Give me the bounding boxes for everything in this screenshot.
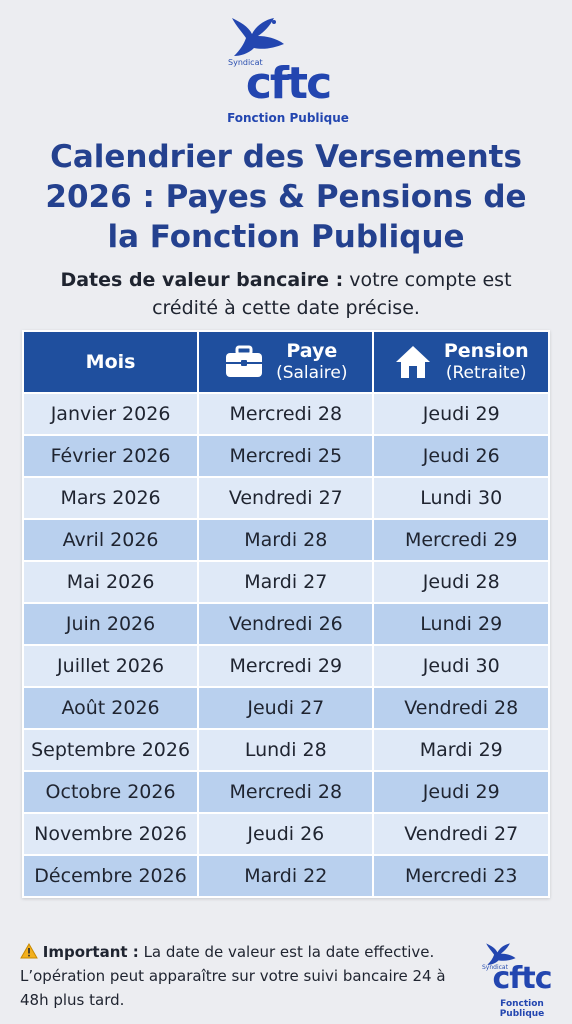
cell-mois: Avril 2026 <box>24 520 198 560</box>
cell-pension: Jeudi 29 <box>374 394 548 434</box>
table-row: Mars 2026 Vendredi 27 Lundi 30 <box>24 478 548 518</box>
table-row: Décembre 2026 Mardi 22 Mercredi 23 <box>24 856 548 896</box>
cell-paye: Mercredi 28 <box>199 772 373 812</box>
payment-calendar-table: Mois Paye (Salaire) <box>22 330 550 898</box>
table-row: Octobre 2026 Mercredi 28 Jeudi 29 <box>24 772 548 812</box>
cell-mois: Janvier 2026 <box>24 394 198 434</box>
header-mois-label: Mois <box>85 351 136 373</box>
logo-wordmark: cftc <box>492 961 553 996</box>
table-row: Mai 2026 Mardi 27 Jeudi 28 <box>24 562 548 602</box>
logo-subtitle: Fonction Publique <box>499 999 545 1019</box>
cell-mois: Mai 2026 <box>24 562 198 602</box>
header-pension-label: Pension <box>443 340 529 362</box>
cell-paye: Mardi 27 <box>199 562 373 602</box>
table-row: Février 2026 Mercredi 25 Jeudi 26 <box>24 436 548 476</box>
table-row: Janvier 2026 Mercredi 28 Jeudi 29 <box>24 394 548 434</box>
logo-subtitle: Fonction Publique <box>227 111 349 125</box>
cell-mois: Août 2026 <box>24 688 198 728</box>
table-row: Juin 2026 Vendredi 26 Lundi 29 <box>24 604 548 644</box>
table-row: Septembre 2026 Lundi 28 Mardi 29 <box>24 730 548 770</box>
cell-pension: Vendredi 28 <box>374 688 548 728</box>
note-bold: Important : <box>42 943 139 961</box>
table-row: Novembre 2026 Jeudi 26 Vendredi 27 <box>24 814 548 854</box>
important-note: Important : La date de valeur est la dat… <box>20 940 475 1012</box>
cell-pension: Mercredi 23 <box>374 856 548 896</box>
cftc-logo: Syndicat cftc Fonction Publique <box>226 10 350 128</box>
cell-pension: Mercredi 29 <box>374 520 548 560</box>
subtitle-text: votre compte est crédité à cette date pr… <box>152 269 512 319</box>
table-row: Juillet 2026 Mercredi 29 Jeudi 30 <box>24 646 548 686</box>
note-text: La date de valeur est la date effective.… <box>20 943 446 1009</box>
cell-pension: Jeudi 26 <box>374 436 548 476</box>
cell-mois: Février 2026 <box>24 436 198 476</box>
cell-paye: Vendredi 26 <box>199 604 373 644</box>
header-pension-sub: (Retraite) <box>445 363 527 383</box>
cell-pension: Vendredi 27 <box>374 814 548 854</box>
header-paye-label: Paye <box>286 340 338 362</box>
cell-paye: Mercredi 25 <box>199 436 373 476</box>
header-mois: Mois <box>24 332 198 392</box>
cell-pension: Jeudi 29 <box>374 772 548 812</box>
briefcase-icon <box>226 345 263 377</box>
page-title: Calendrier des Versements 2026 : Payes &… <box>45 139 527 255</box>
cell-mois: Juillet 2026 <box>24 646 198 686</box>
subtitle-bold: Dates de valeur bancaire : <box>60 269 344 291</box>
cell-mois: Décembre 2026 <box>24 856 198 896</box>
cell-paye: Jeudi 26 <box>199 814 373 854</box>
cell-paye: Mercredi 28 <box>199 394 373 434</box>
header-paye-sub: (Salaire) <box>276 363 348 383</box>
cell-paye: Lundi 28 <box>199 730 373 770</box>
cell-mois: Mars 2026 <box>24 478 198 518</box>
logo-small-text: Syndicat <box>228 58 263 67</box>
dove-icon <box>232 18 284 56</box>
header-paye: Paye (Salaire) <box>199 332 373 392</box>
table-header-row: Mois Paye (Salaire) <box>24 332 548 392</box>
cell-paye: Jeudi 27 <box>199 688 373 728</box>
cell-pension: Lundi 29 <box>374 604 548 644</box>
dove-icon <box>486 943 516 965</box>
cell-paye: Vendredi 27 <box>199 478 373 518</box>
warning-icon <box>20 942 38 959</box>
cell-paye: Mardi 28 <box>199 520 373 560</box>
cftc-logo-footer: Syndicat cftc Fonction Publique <box>480 940 564 1020</box>
house-icon <box>395 346 430 378</box>
cell-paye: Mercredi 29 <box>199 646 373 686</box>
cell-paye: Mardi 22 <box>199 856 373 896</box>
cell-mois: Novembre 2026 <box>24 814 198 854</box>
cell-mois: Septembre 2026 <box>24 730 198 770</box>
cell-pension: Mardi 29 <box>374 730 548 770</box>
cell-pension: Lundi 30 <box>374 478 548 518</box>
logo-wordmark: cftc <box>245 58 332 109</box>
logo-small-text: Syndicat <box>482 964 508 971</box>
table-row: Avril 2026 Mardi 28 Mercredi 29 <box>24 520 548 560</box>
cell-pension: Jeudi 28 <box>374 562 548 602</box>
cell-pension: Jeudi 30 <box>374 646 548 686</box>
cell-mois: Octobre 2026 <box>24 772 198 812</box>
table-row: Août 2026 Jeudi 27 Vendredi 28 <box>24 688 548 728</box>
cell-mois: Juin 2026 <box>24 604 198 644</box>
header-pension: Pension (Retraite) <box>374 332 548 392</box>
page-subtitle: Dates de valeur bancaire : votre compte … <box>0 266 572 322</box>
